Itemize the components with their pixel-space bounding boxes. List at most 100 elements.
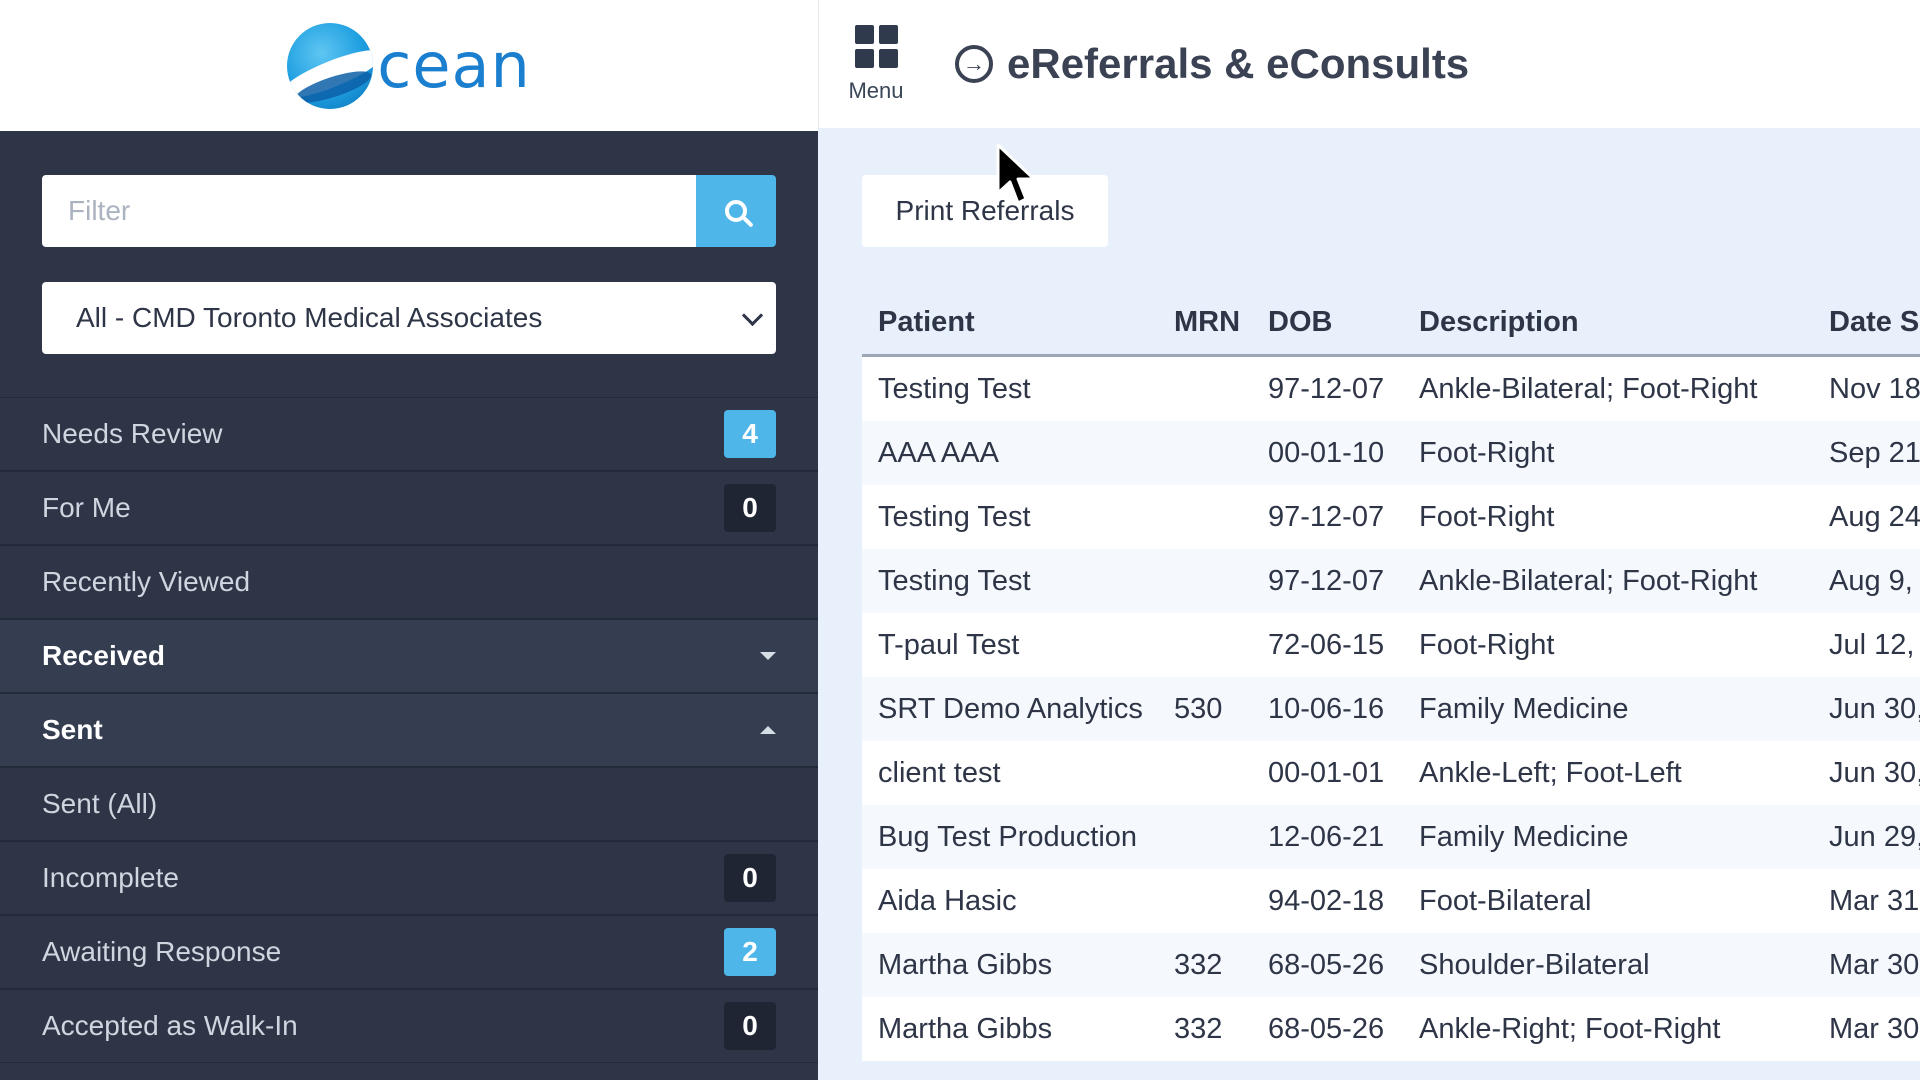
table-row[interactable]: Testing Test 97-12-07 Ankle-Bilateral; Foo…: [862, 355, 1920, 422]
cell-mrn: [1158, 485, 1252, 549]
cell-mrn: 332: [1174, 948, 1223, 981]
cell-mrn: [1158, 741, 1252, 805]
cell-dob: 94-02-18: [1268, 884, 1385, 917]
cell-mrn: [1158, 805, 1252, 869]
sidebar-item-label: For Me: [42, 492, 131, 523]
filter-input[interactable]: [42, 175, 696, 247]
sidebar-item-label: Needs Review: [42, 418, 223, 449]
cell-mrn: [1158, 421, 1252, 485]
table-row[interactable]: Testing Test 97-12-07 Ankle-Bilateral; Foo…: [862, 549, 1920, 613]
sidebar-item-label: Incomplete: [42, 862, 179, 893]
count-badge: 2: [724, 928, 776, 976]
cell-patient: client test: [878, 756, 1001, 789]
cell-date-sent: Aug 9,: [1829, 564, 1913, 597]
sidebar-item-label: Recently Viewed: [42, 566, 251, 597]
caret-up-icon: [760, 726, 776, 734]
cell-date-sent: Jun 30,: [1829, 756, 1920, 789]
sidebar-item-awaiting-response[interactable]: Awaiting Response 2: [0, 915, 818, 989]
cell-dob: 12-06-21: [1268, 820, 1385, 853]
table-row[interactable]: Testing Test 97-12-07 Foot-Right Aug 24: [862, 485, 1920, 549]
count-badge: 0: [724, 854, 776, 902]
sidebar-item-accepted-as-walk-in[interactable]: Accepted as Walk-In 0: [0, 989, 818, 1063]
cell-description: Ankle-Right; Foot-Right: [1419, 1012, 1721, 1045]
cell-description: Ankle-Bilateral; Foot-Right: [1419, 564, 1758, 597]
logo[interactable]: cean: [287, 22, 531, 109]
cell-mrn: [1158, 869, 1252, 933]
sidebar-section-label: Sent: [42, 714, 103, 745]
cell-date-sent: Mar 30: [1829, 1012, 1920, 1045]
column-header-date-sent[interactable]: Date Se: [1813, 290, 1920, 357]
cell-mrn: 332: [1174, 1012, 1223, 1045]
cell-date-sent: Jul 12,: [1829, 628, 1915, 661]
column-header-patient[interactable]: Patient: [862, 290, 1158, 357]
organization-select[interactable]: All - CMD Toronto Medical Associates: [42, 282, 776, 354]
cell-date-sent: Mar 30: [1829, 948, 1920, 981]
sidebar-section-received[interactable]: Received: [0, 619, 818, 693]
logo-area: cean: [0, 0, 818, 131]
table-header-row: Patient MRN DOB Description Date Se: [862, 290, 1920, 357]
caret-down-icon: [760, 652, 776, 660]
cell-patient: Testing Test: [878, 564, 1031, 597]
count-badge: 4: [724, 410, 776, 458]
menu-button[interactable]: Menu: [818, 0, 934, 128]
sidebar-item-incomplete[interactable]: Incomplete 0: [0, 841, 818, 915]
search-button[interactable]: [696, 175, 776, 247]
cell-dob: 00-01-10: [1268, 436, 1385, 469]
cell-description: Family Medicine: [1419, 692, 1629, 725]
table-row[interactable]: Aida Hasic 94-02-18 Foot-Bilateral Mar 31: [862, 869, 1920, 933]
count-badge: 0: [724, 484, 776, 532]
table-row[interactable]: T-paul Test 72-06-15 Foot-Right Jul 12,: [862, 613, 1920, 677]
filter-bar: [42, 175, 776, 247]
column-header-dob[interactable]: DOB: [1252, 290, 1403, 357]
mouse-cursor-icon: [996, 143, 1036, 205]
cell-description: Shoulder-Bilateral: [1419, 948, 1650, 981]
cell-patient: Martha Gibbs: [878, 948, 1053, 981]
cell-mrn: [1158, 356, 1252, 422]
search-icon: [725, 200, 747, 222]
grid-menu-icon: [854, 24, 898, 68]
cell-mrn: 530: [1174, 692, 1223, 725]
cell-patient: Testing Test: [878, 372, 1031, 405]
table-row[interactable]: Martha Gibbs 332 68-05-26 Shoulder-Bilatera…: [862, 933, 1920, 997]
sidebar-nav: Needs Review 4 For Me 0 Recently Viewed …: [0, 397, 818, 1063]
sidebar-item-for-me[interactable]: For Me 0: [0, 471, 818, 545]
cell-mrn: [1158, 549, 1252, 613]
cell-description: Foot-Right: [1419, 628, 1555, 661]
cell-dob: 72-06-15: [1268, 628, 1385, 661]
table-row[interactable]: Martha Gibbs 332 68-05-26 Ankle-Right; Foot…: [862, 997, 1920, 1061]
cell-dob: 68-05-26: [1268, 948, 1385, 981]
table-row[interactable]: client test 00-01-01 Ankle-Left; Foot-Left…: [862, 741, 1920, 805]
sidebar-item-sent-all[interactable]: Sent (All): [0, 767, 818, 841]
cell-date-sent: Mar 31: [1829, 884, 1920, 917]
cell-patient: AAA AAA: [878, 436, 999, 469]
cell-patient: Aida Hasic: [878, 884, 1017, 917]
column-header-mrn[interactable]: MRN: [1158, 290, 1252, 357]
cell-patient: Bug Test Production: [878, 820, 1138, 853]
table-row[interactable]: SRT Demo Analytics 530 10-06-16 Family Medi…: [862, 677, 1920, 741]
organization-select-value: All - CMD Toronto Medical Associates: [76, 302, 543, 333]
chevron-down-icon: [741, 304, 764, 326]
sidebar-section-sent[interactable]: Sent: [0, 693, 818, 767]
sidebar-item-label: Sent (All): [42, 788, 158, 819]
cell-dob: 97-12-07: [1268, 372, 1385, 405]
sidebar-section-label: Received: [42, 640, 165, 671]
cell-date-sent: Jun 29,: [1829, 820, 1920, 853]
table-row[interactable]: AAA AAA 00-01-10 Foot-Right Sep 21,: [862, 421, 1920, 485]
sidebar-item-needs-review[interactable]: Needs Review 4: [0, 397, 818, 471]
cell-date-sent: Aug 24: [1829, 500, 1920, 533]
print-referrals-button[interactable]: Print Referrals: [862, 175, 1108, 247]
page-title: eReferrals & eConsults: [1007, 40, 1470, 87]
sidebar-item-label: Accepted as Walk-In: [42, 1010, 298, 1041]
cell-dob: 00-01-01: [1268, 756, 1385, 789]
cell-dob: 97-12-07: [1268, 500, 1385, 533]
sidebar-item-recently-viewed[interactable]: Recently Viewed: [0, 545, 818, 619]
cell-dob: 10-06-16: [1268, 692, 1385, 725]
cell-date-sent: Jun 30,: [1829, 692, 1920, 725]
cell-description: Foot-Bilateral: [1419, 884, 1592, 917]
table-row[interactable]: Bug Test Production 12-06-21 Family Medici…: [862, 805, 1920, 869]
column-header-description[interactable]: Description: [1403, 290, 1813, 357]
cell-description: Foot-Right: [1419, 436, 1555, 469]
sidebar-item-label: Awaiting Response: [42, 936, 282, 967]
cell-patient: SRT Demo Analytics: [878, 692, 1143, 725]
cell-patient: Testing Test: [878, 500, 1031, 533]
